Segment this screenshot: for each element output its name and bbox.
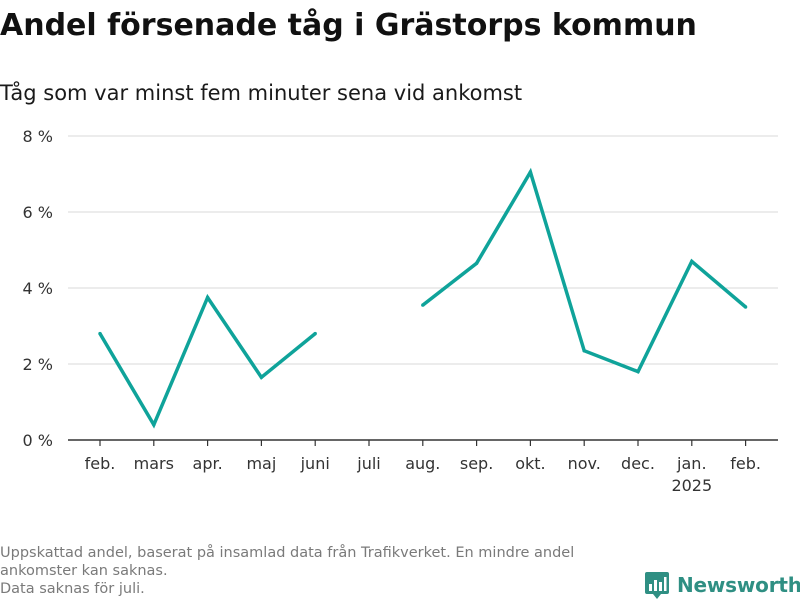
page-title: Andel försenade tåg i Grästorps kommun (0, 8, 697, 43)
data-point (474, 261, 479, 265)
x-tick-label: jan. (676, 454, 706, 473)
data-point (313, 331, 317, 336)
data-point (205, 295, 210, 300)
data-point (421, 303, 425, 307)
footnote-line-1: Uppskattad andel, baserat på insamlad da… (0, 545, 575, 579)
x-tick-label: nov. (568, 454, 601, 473)
footnote: Uppskattad andel, baserat på insamlad da… (0, 544, 630, 598)
data-point (98, 331, 102, 336)
data-point (528, 170, 533, 174)
y-tick-label: 2 % (23, 355, 53, 374)
footnote-line-2: Data saknas för juli. (0, 581, 145, 597)
x-tick-label: feb. (85, 454, 116, 473)
x-tick-label: juli (356, 454, 380, 473)
y-tick-label: 4 % (23, 279, 53, 298)
line-chart: 0 % 2 % 4 % 6 % 8 % feb. mars apr. maj juni juli au… (23, 127, 778, 495)
series-line (98, 293, 317, 429)
x-tick-label: sep. (460, 454, 493, 473)
x-tick-label: feb. (730, 454, 761, 473)
x-year-label: 2025 (671, 476, 712, 495)
y-tick-label: 8 % (23, 127, 53, 146)
data-point (582, 349, 586, 353)
data-point (743, 305, 748, 309)
newsworthy-logo-icon (645, 572, 669, 599)
page-subtitle: Tåg som var minst fem minuter sena vid a… (0, 81, 523, 105)
y-tick-label: 6 % (23, 203, 53, 222)
series-line (421, 167, 747, 374)
brand: Newsworthy (644, 568, 800, 602)
data-point (690, 259, 694, 264)
x-tick-label: juni (300, 454, 330, 473)
x-tick-label: mars (134, 454, 174, 473)
x-tick-label: aug. (405, 454, 440, 473)
x-tick-label: dec. (621, 454, 655, 473)
data-point (259, 375, 264, 379)
y-tick-label: 0 % (23, 431, 53, 450)
data-point (152, 423, 156, 427)
x-tick-label: apr. (193, 454, 223, 473)
data-point (636, 369, 640, 374)
brand-name: Newsworthy (677, 573, 800, 597)
x-tick-label: maj (246, 454, 276, 473)
x-tick-label: okt. (515, 454, 545, 473)
